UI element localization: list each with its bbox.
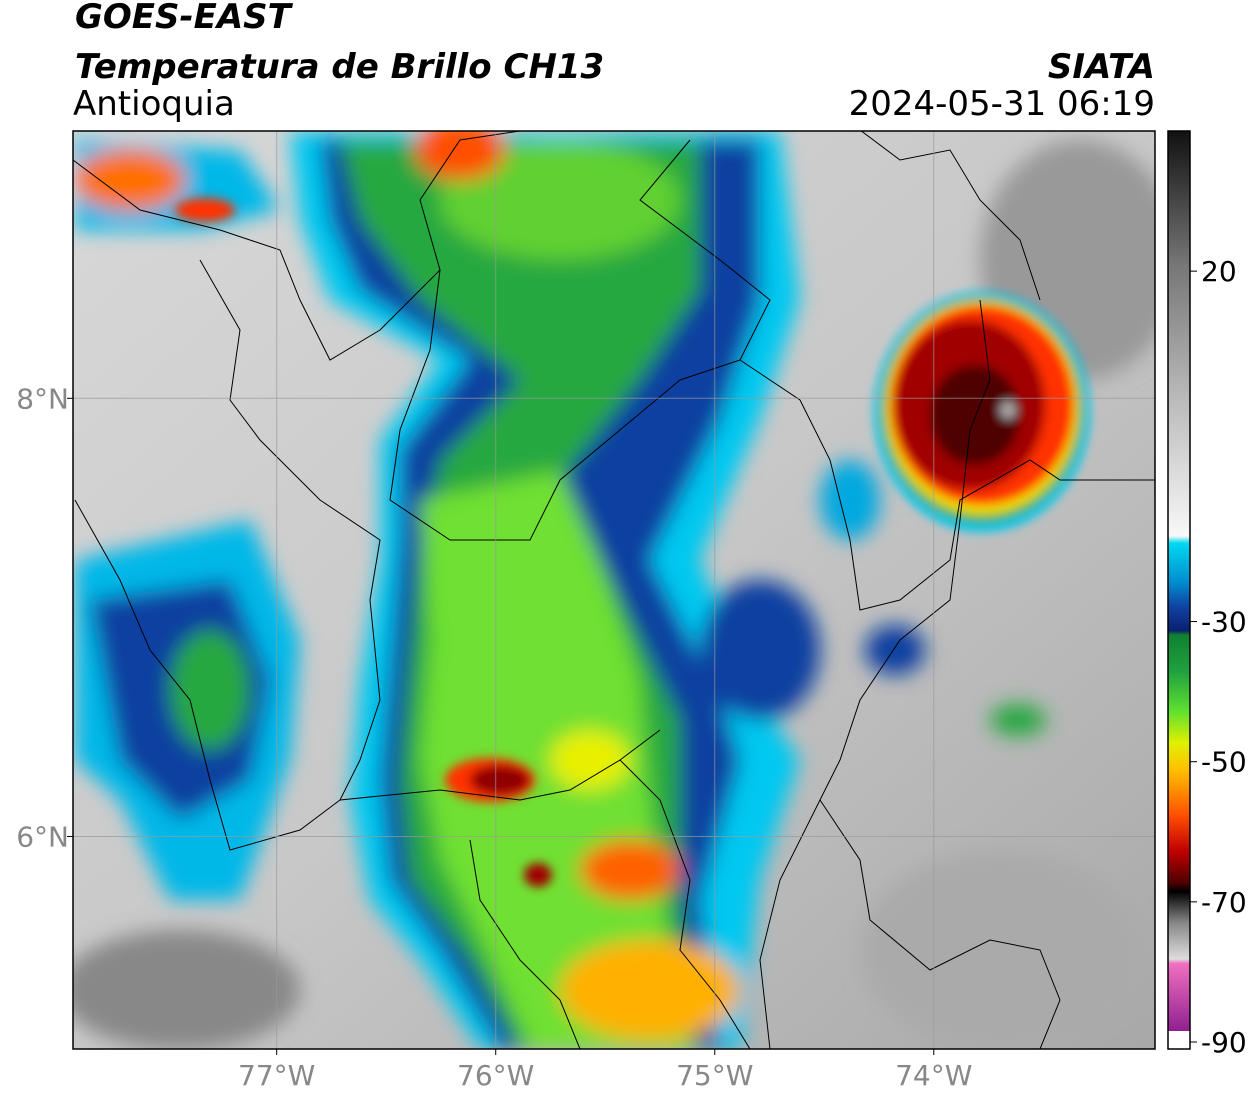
colorbar-tick-label: 20 — [1201, 255, 1237, 288]
graticule — [73, 131, 1155, 1049]
borders — [73, 131, 1155, 1049]
source: SIATA — [1048, 47, 1155, 87]
y-tick-label: 8°N — [16, 382, 69, 415]
title: GOES-EAST — [75, 0, 294, 37]
region: Antioquia — [73, 84, 235, 124]
satellite-image — [73, 131, 1155, 1049]
cloud-field — [73, 131, 1155, 1049]
colorbar-tick-label: -70 — [1201, 886, 1247, 919]
x-tick-label: 74°W — [895, 1059, 972, 1092]
y-tick-label: 6°N — [16, 820, 69, 853]
colorbar-frame — [1167, 130, 1191, 1050]
x-tick-label: 75°W — [676, 1059, 753, 1092]
timestamp: 2024-05-31 06:19 — [849, 84, 1155, 124]
colorbar-under — [1168, 1031, 1190, 1049]
map-frame — [72, 130, 1156, 1050]
colorbar-gradient — [1168, 131, 1190, 1031]
colorbar-tick-label: -50 — [1201, 746, 1247, 779]
x-tick-label: 77°W — [238, 1059, 315, 1092]
subtitle: Temperatura de Brillo CH13 — [75, 47, 604, 87]
colorbar-tick-label: -30 — [1201, 606, 1247, 639]
x-tick-label: 76°W — [457, 1059, 534, 1092]
colorbar-tick-label: -90 — [1201, 1026, 1247, 1059]
